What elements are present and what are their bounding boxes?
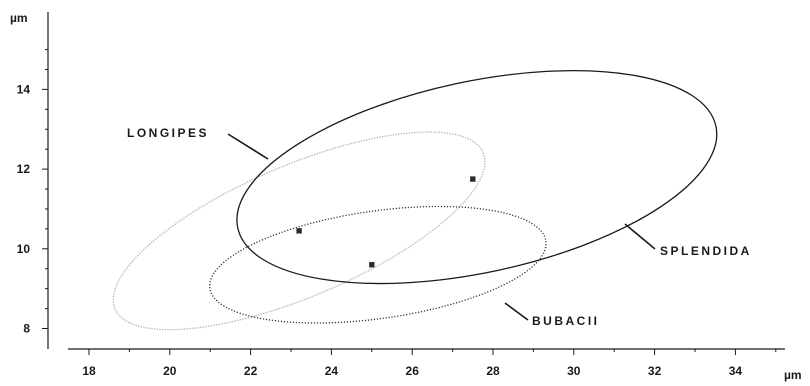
x-tick-label: 22 <box>244 364 258 378</box>
y-tick-label: 10 <box>17 242 31 256</box>
leader-line-splendida <box>624 223 656 250</box>
leader-line-bubacii <box>504 302 529 321</box>
series-label-splendida: SPLENDIDA <box>660 244 752 258</box>
x-tick-label: 24 <box>325 364 339 378</box>
leader-line-longipes <box>227 133 269 160</box>
centroid-longipes <box>296 228 302 234</box>
y-tick-label: 14 <box>17 82 31 96</box>
chart-centroids <box>296 176 476 268</box>
x-tick-label: 26 <box>406 364 420 378</box>
series-label-bubacii: BUBACII <box>532 314 600 328</box>
x-tick-label: 34 <box>729 364 743 378</box>
ellipse-longipes <box>112 131 486 331</box>
chart-series-labels: LONGIPES SPLENDIDA BUBACII <box>127 126 752 328</box>
x-axis-unit-label: µm <box>784 368 802 382</box>
chart-ellipses <box>112 69 718 331</box>
ellipse-bubacii <box>209 205 547 324</box>
x-tick-label: 20 <box>163 364 177 378</box>
x-tick-label: 32 <box>648 364 662 378</box>
series-label-longipes: LONGIPES <box>127 126 209 140</box>
centroid-splendida <box>469 176 476 182</box>
x-tick-label: 28 <box>486 364 500 378</box>
x-tick-label: 18 <box>82 364 96 378</box>
chart-axes: 18 20 22 24 26 28 30 32 34 8 10 12 14 µm µm <box>10 11 802 382</box>
y-tick-label: 12 <box>17 162 31 176</box>
centroid-bubacii <box>368 261 375 268</box>
x-tick-label: 30 <box>567 364 581 378</box>
ellipse-splendida <box>236 69 718 285</box>
y-tick-label: 8 <box>23 322 30 336</box>
y-axis-unit-label: µm <box>10 11 28 25</box>
